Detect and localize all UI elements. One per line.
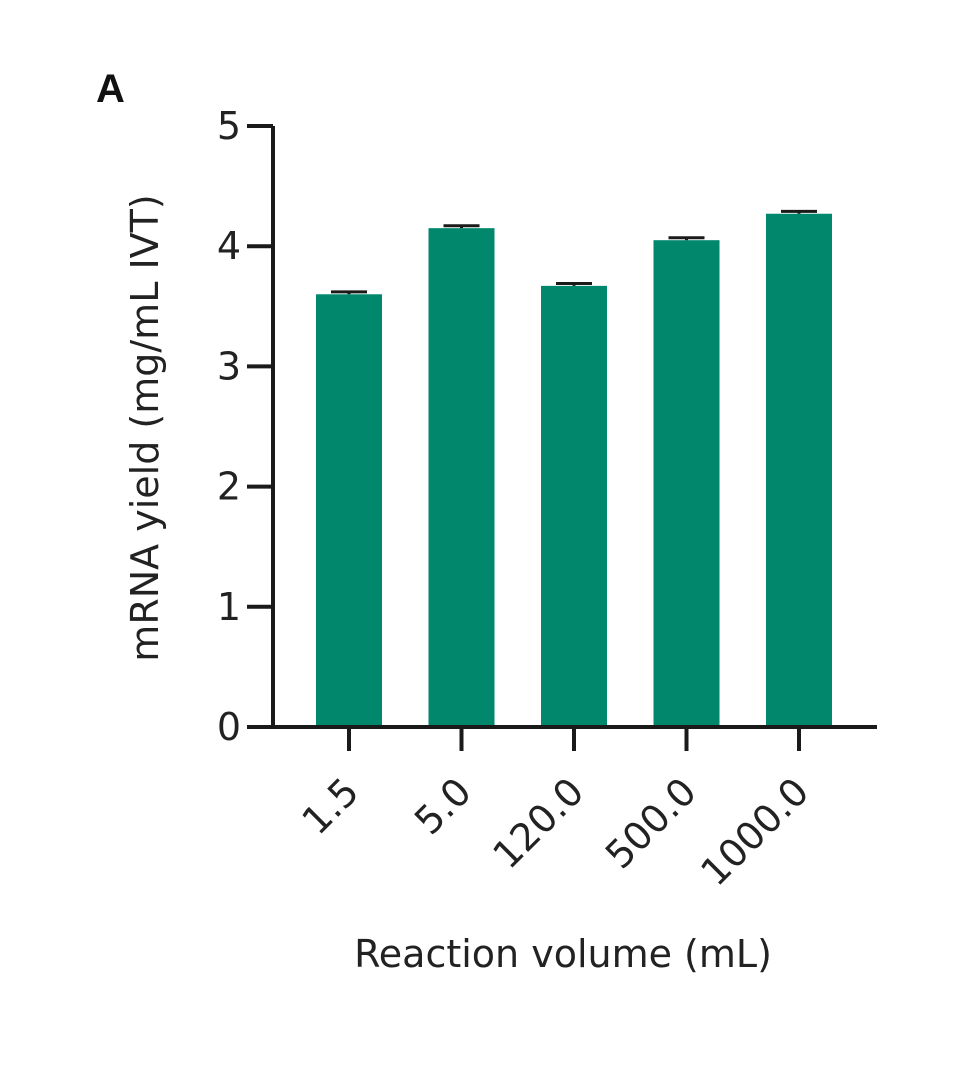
x-tick-label: 1000.0 <box>692 769 817 894</box>
y-tick-label: 0 <box>217 705 241 749</box>
y-tick-label: 4 <box>217 224 241 268</box>
bar <box>653 240 720 727</box>
bar <box>428 228 495 728</box>
y-axis-title: mRNA yield (mg/mL IVT) <box>123 194 167 661</box>
bars <box>316 209 832 728</box>
x-tick-label: 1.5 <box>294 769 368 843</box>
x-axis-title: Reaction volume (mL) <box>354 932 772 976</box>
x-tick-label: 500.0 <box>597 769 705 877</box>
y-axis-ticks: 0 1 2 3 4 5 <box>217 104 273 749</box>
panel-label: A <box>96 67 125 111</box>
y-tick-label: 3 <box>217 344 241 388</box>
bar <box>766 213 832 728</box>
y-tick-label: 5 <box>217 104 241 148</box>
y-tick-label: 1 <box>217 585 241 629</box>
x-tick-label: 5.0 <box>406 769 480 843</box>
bar <box>541 285 607 727</box>
bar <box>316 294 382 727</box>
y-tick-label: 2 <box>217 465 241 509</box>
x-tick-label: 120.0 <box>484 769 592 877</box>
